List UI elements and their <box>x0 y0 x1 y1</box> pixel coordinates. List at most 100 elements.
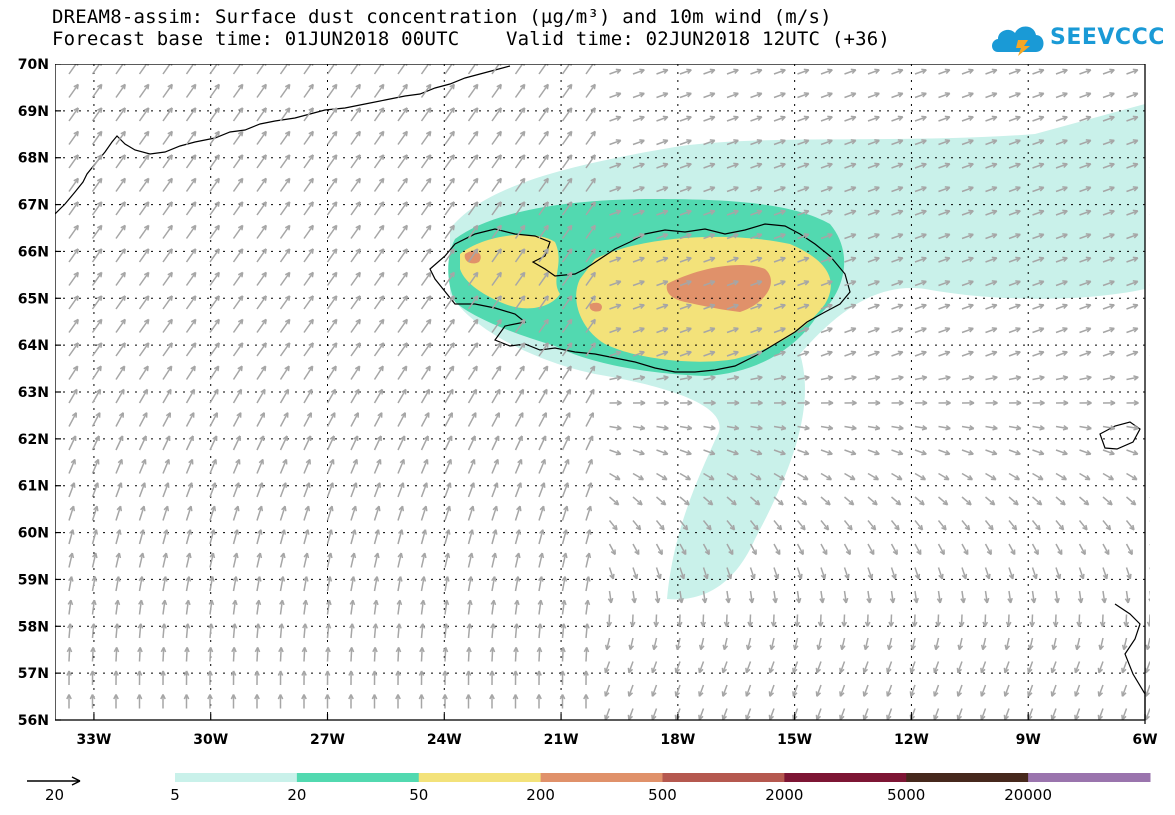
wind-arrow <box>278 647 284 662</box>
wind-arrow <box>1144 708 1150 721</box>
wind-arrow <box>1055 303 1068 310</box>
wind-arrow <box>726 327 739 334</box>
wind-arrow <box>1126 162 1139 169</box>
wind-arrow <box>561 318 573 333</box>
wind-arrow <box>467 435 476 451</box>
wind-arrow <box>68 412 78 427</box>
wind-arrow <box>397 201 408 216</box>
wind-arrow <box>467 64 478 75</box>
wind-arrow <box>956 661 963 674</box>
wind-arrow <box>956 684 963 697</box>
wind-arrow <box>68 271 79 286</box>
wind-arrow <box>350 248 361 263</box>
wind-arrow <box>703 162 716 169</box>
wind-arrow <box>1077 590 1084 604</box>
wind-arrow <box>303 177 314 192</box>
wind-arrow <box>209 295 220 310</box>
wind-arrow <box>631 590 637 604</box>
wind-arrow <box>67 623 73 639</box>
wind-arrow <box>467 458 476 474</box>
wind-arrow <box>561 342 573 357</box>
wind-arrow <box>985 327 998 334</box>
wind-arrow <box>279 83 291 98</box>
lat-label: 66N <box>18 244 49 260</box>
wind-arrow <box>961 139 974 146</box>
wind-arrow <box>561 458 570 474</box>
wind-arrow <box>1055 280 1068 287</box>
wind-arrow <box>420 505 428 521</box>
wind-arrow <box>467 154 479 169</box>
wind-arrow <box>397 552 404 568</box>
wind-arrow <box>256 482 264 498</box>
wind-arrow <box>867 327 880 334</box>
wind-arrow <box>350 177 361 192</box>
wind-arrow <box>843 543 851 556</box>
wind-arrow <box>373 365 384 380</box>
wind-arrow <box>561 201 573 216</box>
wind-arrow <box>703 400 716 406</box>
wind-arrow <box>792 684 799 697</box>
wind-arrow <box>938 424 951 431</box>
wind-arrow <box>91 365 102 380</box>
wind-arrow <box>1050 708 1057 721</box>
wind-arrow <box>609 303 622 310</box>
wind-arrow <box>1126 233 1139 240</box>
wind-arrow <box>961 472 974 481</box>
wind-arrow <box>1055 449 1068 456</box>
wind-arrow <box>491 271 502 286</box>
color-bar-level: 5000 <box>887 786 925 804</box>
wind-arrow <box>350 64 361 75</box>
lat-label: 70N <box>18 57 49 73</box>
wind-arrow <box>796 520 806 531</box>
wind-arrow <box>817 614 824 627</box>
wind-arrow <box>1055 400 1069 406</box>
wind-arrow <box>489 670 495 686</box>
wind-arrow <box>797 115 810 122</box>
wind-arrow <box>185 576 192 592</box>
title-line1: DREAM8-assim: Surface dust concentration… <box>52 6 832 28</box>
wind-arrow <box>397 365 408 380</box>
wind-arrow <box>867 162 880 169</box>
wind-arrow <box>209 64 220 75</box>
wind-arrow <box>561 107 573 122</box>
wind-arrow <box>301 694 307 709</box>
wind-arrow <box>68 248 79 263</box>
wind-arrow <box>1126 186 1139 193</box>
wind-arrow <box>914 327 927 334</box>
wind-arrow <box>350 107 361 122</box>
lon-label: 30W <box>193 732 228 748</box>
wind-arrow <box>256 64 267 75</box>
wind-arrow <box>397 177 408 192</box>
wind-arrow <box>985 350 998 357</box>
wind-arrow <box>115 458 123 474</box>
wind-arrow <box>891 496 902 506</box>
wind-arrow <box>514 154 526 169</box>
wind-arrow <box>444 224 455 239</box>
wind-arrow <box>702 543 710 556</box>
wind-arrow <box>862 661 869 674</box>
wind-arrow <box>279 482 287 498</box>
wind-arrow <box>444 505 452 521</box>
wind-arrow <box>325 647 331 662</box>
wind-arrow <box>914 520 924 531</box>
wind-arrow <box>867 186 880 193</box>
wind-arrow <box>397 505 405 521</box>
wind-arrow <box>279 342 291 357</box>
wind-arrow <box>844 375 857 381</box>
wind-arrow <box>162 64 173 75</box>
wind-arrow <box>467 412 477 427</box>
wind-arrow <box>491 505 499 521</box>
wind-arrow <box>68 365 79 380</box>
wind-arrow <box>68 458 76 474</box>
wind-arrow <box>232 107 244 122</box>
wind-arrow <box>679 327 692 334</box>
wind-arrow <box>561 529 569 545</box>
wind-arrow <box>138 365 149 380</box>
wind-arrow <box>914 186 927 193</box>
wind-arrow <box>138 295 150 310</box>
wind-arrow <box>1052 614 1059 627</box>
wind-arrow <box>656 233 669 240</box>
wind-arrow <box>256 154 267 169</box>
wind-arrow <box>1008 520 1018 531</box>
wind-arrow <box>797 449 810 456</box>
